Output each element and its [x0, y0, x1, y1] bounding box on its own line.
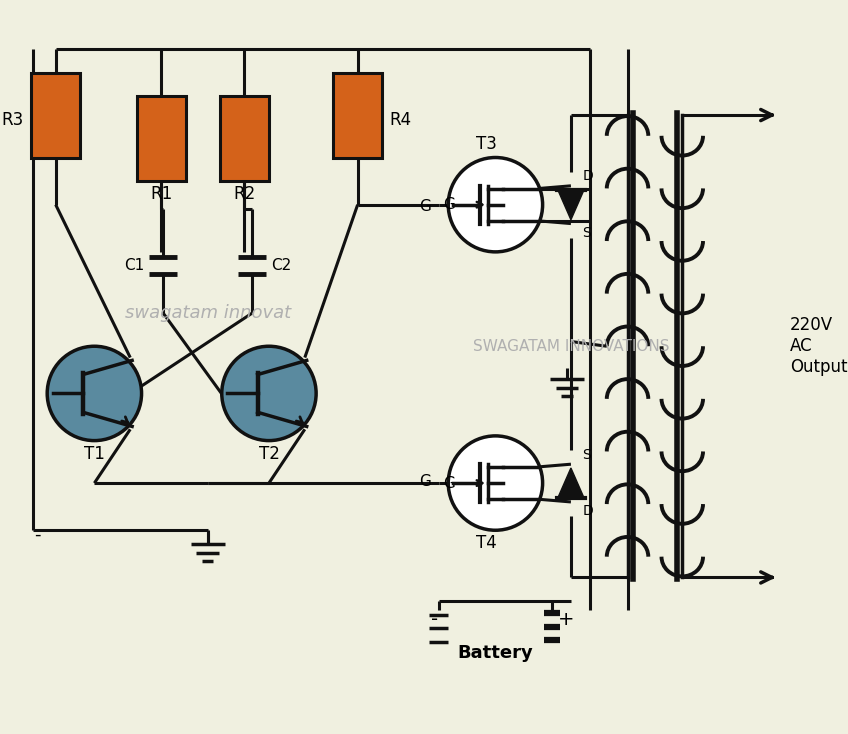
Text: T4: T4 — [476, 534, 496, 553]
Bar — [220, 96, 269, 181]
Text: C2: C2 — [271, 258, 291, 272]
Polygon shape — [558, 468, 584, 498]
Bar — [333, 73, 382, 158]
Text: G: G — [420, 199, 432, 214]
Text: G: G — [444, 197, 455, 212]
Text: C1: C1 — [124, 258, 144, 272]
Text: G: G — [420, 473, 432, 489]
Bar — [31, 73, 81, 158]
Text: +: + — [558, 611, 574, 629]
Text: Battery: Battery — [458, 644, 533, 662]
Text: 220V
AC
Output: 220V AC Output — [789, 316, 847, 376]
Circle shape — [222, 346, 316, 440]
Circle shape — [47, 346, 142, 440]
Polygon shape — [558, 189, 584, 219]
Text: T2: T2 — [259, 445, 279, 463]
Circle shape — [449, 436, 543, 530]
Text: D: D — [583, 170, 593, 184]
Text: R2: R2 — [233, 185, 255, 203]
Text: T3: T3 — [476, 135, 496, 153]
Text: S: S — [583, 448, 591, 462]
Text: swagatam innovat: swagatam innovat — [125, 304, 291, 322]
Text: R4: R4 — [390, 111, 412, 128]
Text: S: S — [583, 226, 591, 240]
Text: SWAGATAM INNOVATIONS: SWAGATAM INNOVATIONS — [472, 338, 669, 354]
Text: D: D — [583, 504, 593, 518]
Text: R1: R1 — [150, 185, 172, 203]
Circle shape — [449, 158, 543, 252]
Bar — [137, 96, 186, 181]
Text: R3: R3 — [2, 111, 24, 128]
Text: T1: T1 — [84, 445, 105, 463]
Text: -: - — [35, 526, 41, 544]
Text: -: - — [431, 611, 438, 629]
Text: G: G — [444, 476, 455, 490]
